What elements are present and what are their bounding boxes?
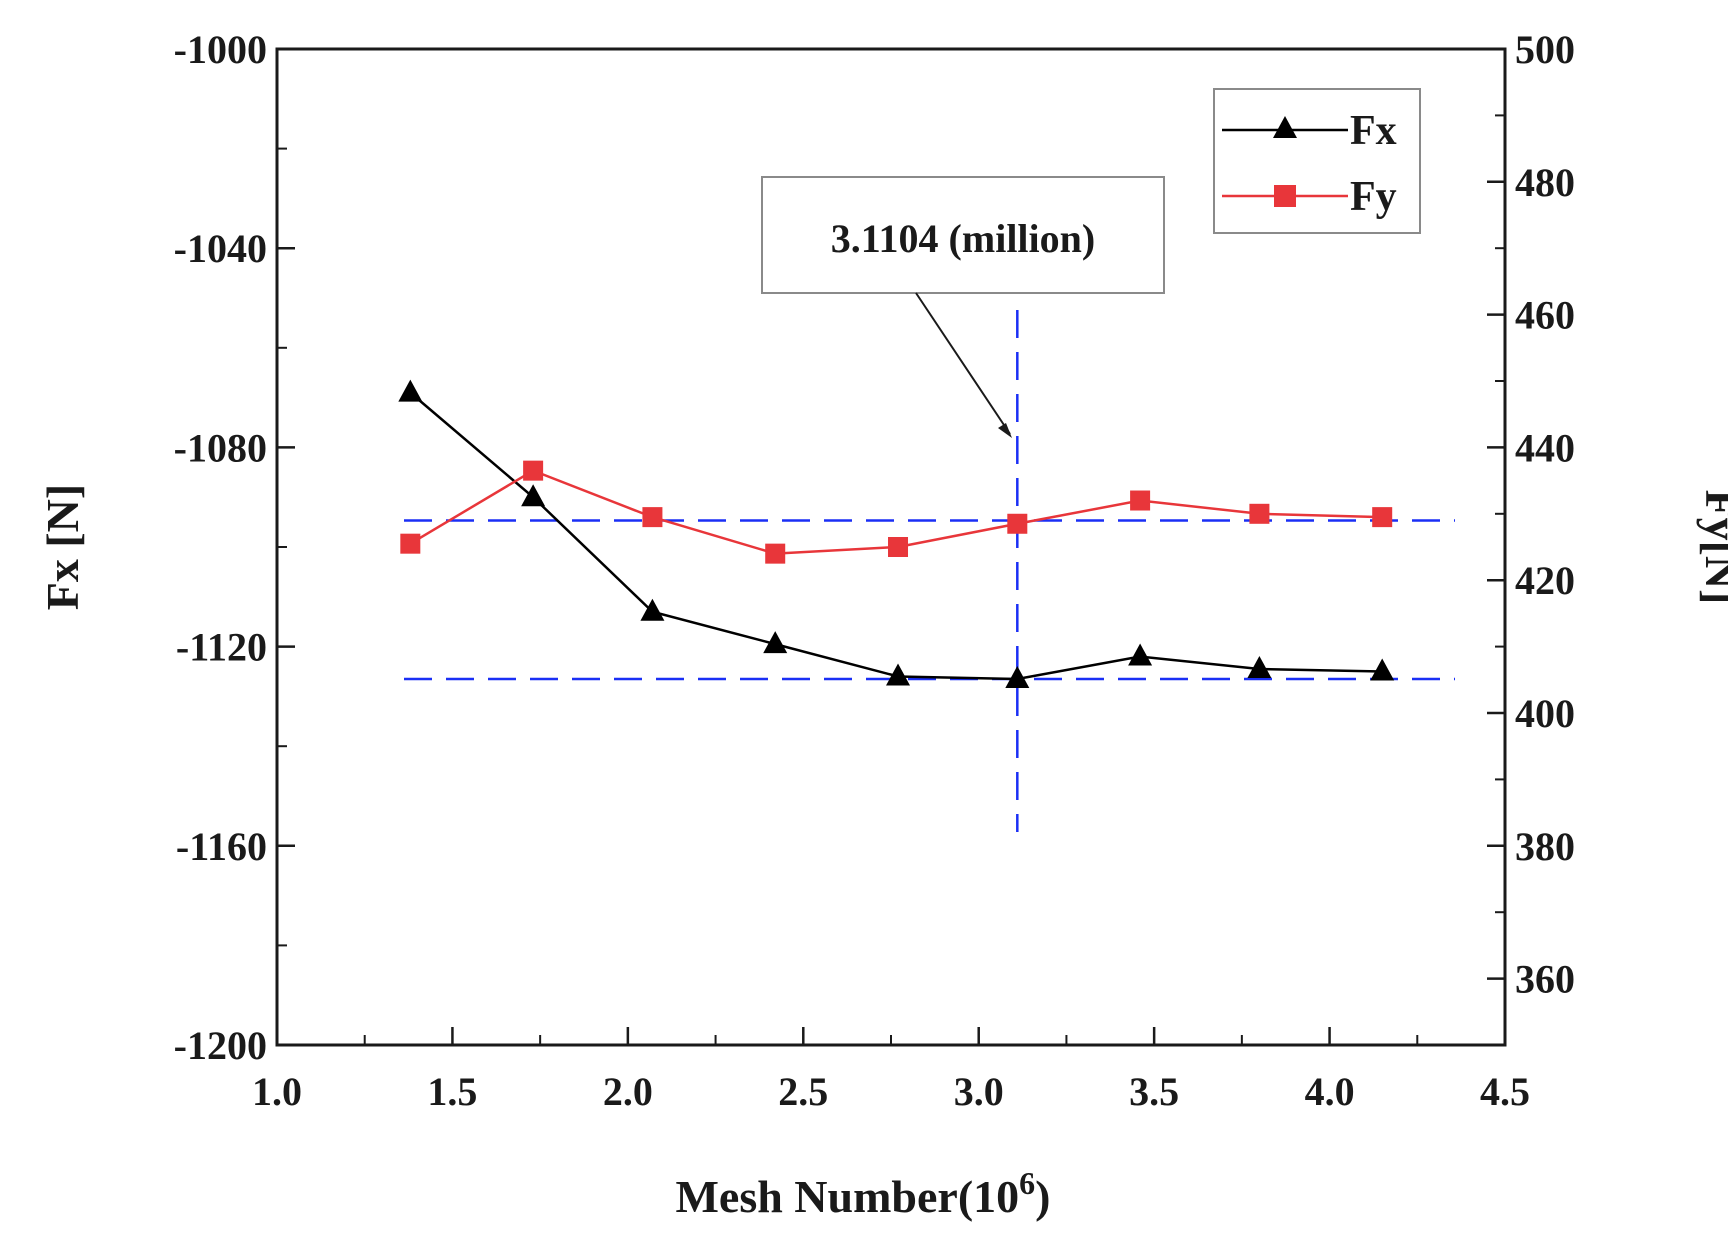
annotation-box: [761, 176, 1165, 294]
x-axis-title-close: ): [1035, 1171, 1050, 1222]
y-right-tick-label: 360: [1515, 957, 1575, 1002]
y-right-tick-label: 500: [1515, 27, 1575, 72]
legend-box: [1213, 88, 1421, 234]
fx-data-point: [1370, 658, 1395, 681]
y-left-tick-label: -1120: [176, 625, 267, 670]
x-tick-label: 4.5: [1480, 1069, 1530, 1114]
annotation-arrow-line: [915, 292, 1011, 435]
legend-fx-label: Fx: [1350, 108, 1397, 154]
legend-fy-label: Fy: [1350, 174, 1397, 220]
fx-data-point: [1247, 656, 1272, 679]
fx-data-point: [640, 598, 665, 621]
y-right-tick-label: 440: [1515, 425, 1575, 470]
x-tick-label: 2.0: [603, 1069, 653, 1114]
y-axis-left-title: Fx [N]: [37, 484, 88, 610]
y-left-tick-label: -1080: [174, 425, 267, 470]
annotation-text: 3.1104 (million): [831, 216, 1095, 261]
x-axis-title-main: Mesh Number(10: [675, 1171, 1019, 1222]
fy-data-point: [1007, 513, 1028, 534]
annotation-arrow-head: [998, 423, 1012, 438]
x-tick-label: 3.0: [954, 1069, 1004, 1114]
y-left-tick-label: -1200: [174, 1023, 267, 1068]
x-tick-label: 4.0: [1305, 1069, 1355, 1114]
x-axis-title: Mesh Number(106): [675, 1165, 1050, 1222]
x-tick-label: 3.5: [1129, 1069, 1179, 1114]
fx-data-point: [398, 379, 423, 402]
y-axis-right: 500 480 460 440 420 400 380 360: [1487, 27, 1575, 1046]
y-right-tick-label: 460: [1515, 293, 1575, 338]
x-tick-label: 2.5: [778, 1069, 828, 1114]
fy-data-point: [1372, 507, 1393, 528]
x-axis-title-sup: 6: [1019, 1165, 1035, 1201]
y-axis-left: -1000 -1040 -1080 -1120 -1160 -1200: [174, 27, 295, 1068]
fx-data-point: [1005, 665, 1030, 688]
fx-data-point: [1128, 643, 1153, 666]
annotation: 3.1104 (million): [761, 176, 1165, 438]
fx-data-point: [886, 663, 911, 686]
legend-fy-marker: [1274, 185, 1296, 207]
fy-data-point: [888, 537, 909, 557]
x-tick-label: 1.5: [427, 1069, 477, 1114]
fx-data-point: [521, 484, 546, 507]
fy-data-point: [642, 507, 663, 528]
y-right-tick-label: 380: [1515, 824, 1575, 869]
fy-data-point: [1130, 490, 1151, 511]
y-left-tick-label: -1000: [174, 27, 267, 72]
fy-data-point: [523, 460, 544, 481]
y-left-tick-label: -1160: [176, 824, 267, 869]
fx-data-point: [763, 631, 788, 654]
y-left-tick-label: -1040: [174, 226, 267, 271]
legend-fx-marker: [1273, 116, 1297, 138]
reference-lines: [404, 310, 1455, 832]
x-axis: 1.0 1.5 2.0 2.5 3.0 3.5 4.0 4.5: [252, 1027, 1530, 1114]
fy-data-point: [1249, 503, 1270, 524]
fy-data-point: [765, 543, 786, 564]
x-tick-label: 1.0: [252, 1069, 302, 1114]
y-axis-right-title: Fy[N]: [1696, 490, 1728, 605]
series-group: [398, 379, 1395, 688]
y-right-tick-label: 480: [1515, 160, 1575, 205]
y-right-tick-label: 420: [1515, 558, 1575, 603]
y-right-tick-label: 400: [1515, 691, 1575, 736]
fy-data-point: [400, 533, 421, 554]
legend: Fx Fy: [1213, 88, 1421, 234]
